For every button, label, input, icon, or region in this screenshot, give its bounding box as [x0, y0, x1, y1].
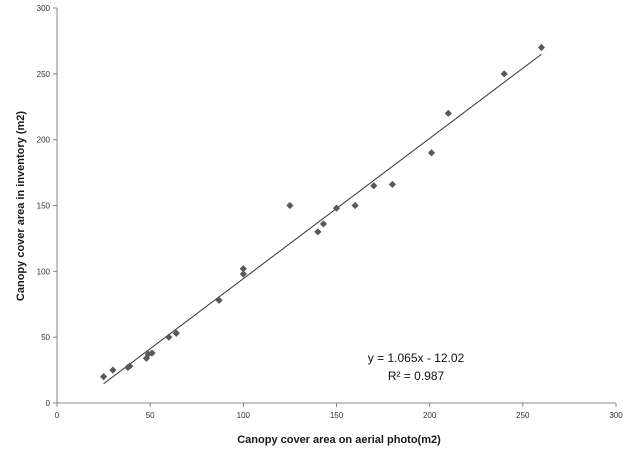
data-point	[319, 220, 328, 228]
data-point	[500, 70, 508, 78]
x-tick-label: 300	[609, 411, 623, 420]
data-point	[126, 362, 134, 370]
data-point	[239, 265, 247, 273]
data-point	[388, 180, 396, 189]
data-point	[370, 182, 378, 190]
x-tick-label: 100	[237, 411, 251, 420]
y-tick-label: 50	[41, 333, 50, 342]
data-point	[99, 373, 108, 381]
x-tick-label: 250	[516, 411, 530, 420]
y-tick-label: 100	[37, 267, 51, 276]
r-squared-label: R² = 0.987	[388, 369, 445, 383]
data-point	[165, 333, 173, 341]
data-point	[148, 349, 156, 357]
data-point	[286, 201, 294, 210]
data-point	[172, 329, 180, 337]
data-point	[427, 149, 436, 157]
x-tick-label: 150	[330, 411, 344, 420]
y-axis-ticks: 0 50 100 150 200 250 300	[37, 4, 57, 408]
y-tick-label: 0	[46, 399, 51, 408]
y-tick-label: 200	[37, 136, 51, 145]
x-tick-label: 200	[423, 411, 437, 420]
y-tick-label: 300	[37, 4, 51, 13]
data-point	[537, 43, 546, 52]
data-points	[99, 43, 546, 381]
y-tick-label: 150	[37, 202, 51, 211]
data-point	[444, 109, 452, 117]
data-point	[239, 270, 247, 278]
data-point	[351, 201, 359, 210]
y-axis-title: Canopy cover area in inventory (m2)	[15, 111, 27, 301]
trendline-group	[103, 53, 542, 385]
x-axis-ticks: 0 50 100 150 200 250 300	[55, 403, 623, 420]
data-point	[109, 366, 117, 374]
y-tick-label: 250	[37, 70, 51, 79]
data-point	[314, 228, 322, 236]
data-point	[215, 296, 223, 304]
trendline	[103, 53, 542, 385]
x-tick-label: 0	[55, 411, 60, 420]
data-point	[332, 204, 341, 212]
x-tick-label: 50	[146, 411, 155, 420]
trendline-equation: y = 1.065x - 12.02	[368, 351, 465, 365]
x-axis-title: Canopy cover area on aerial photo(m2)	[237, 434, 441, 446]
